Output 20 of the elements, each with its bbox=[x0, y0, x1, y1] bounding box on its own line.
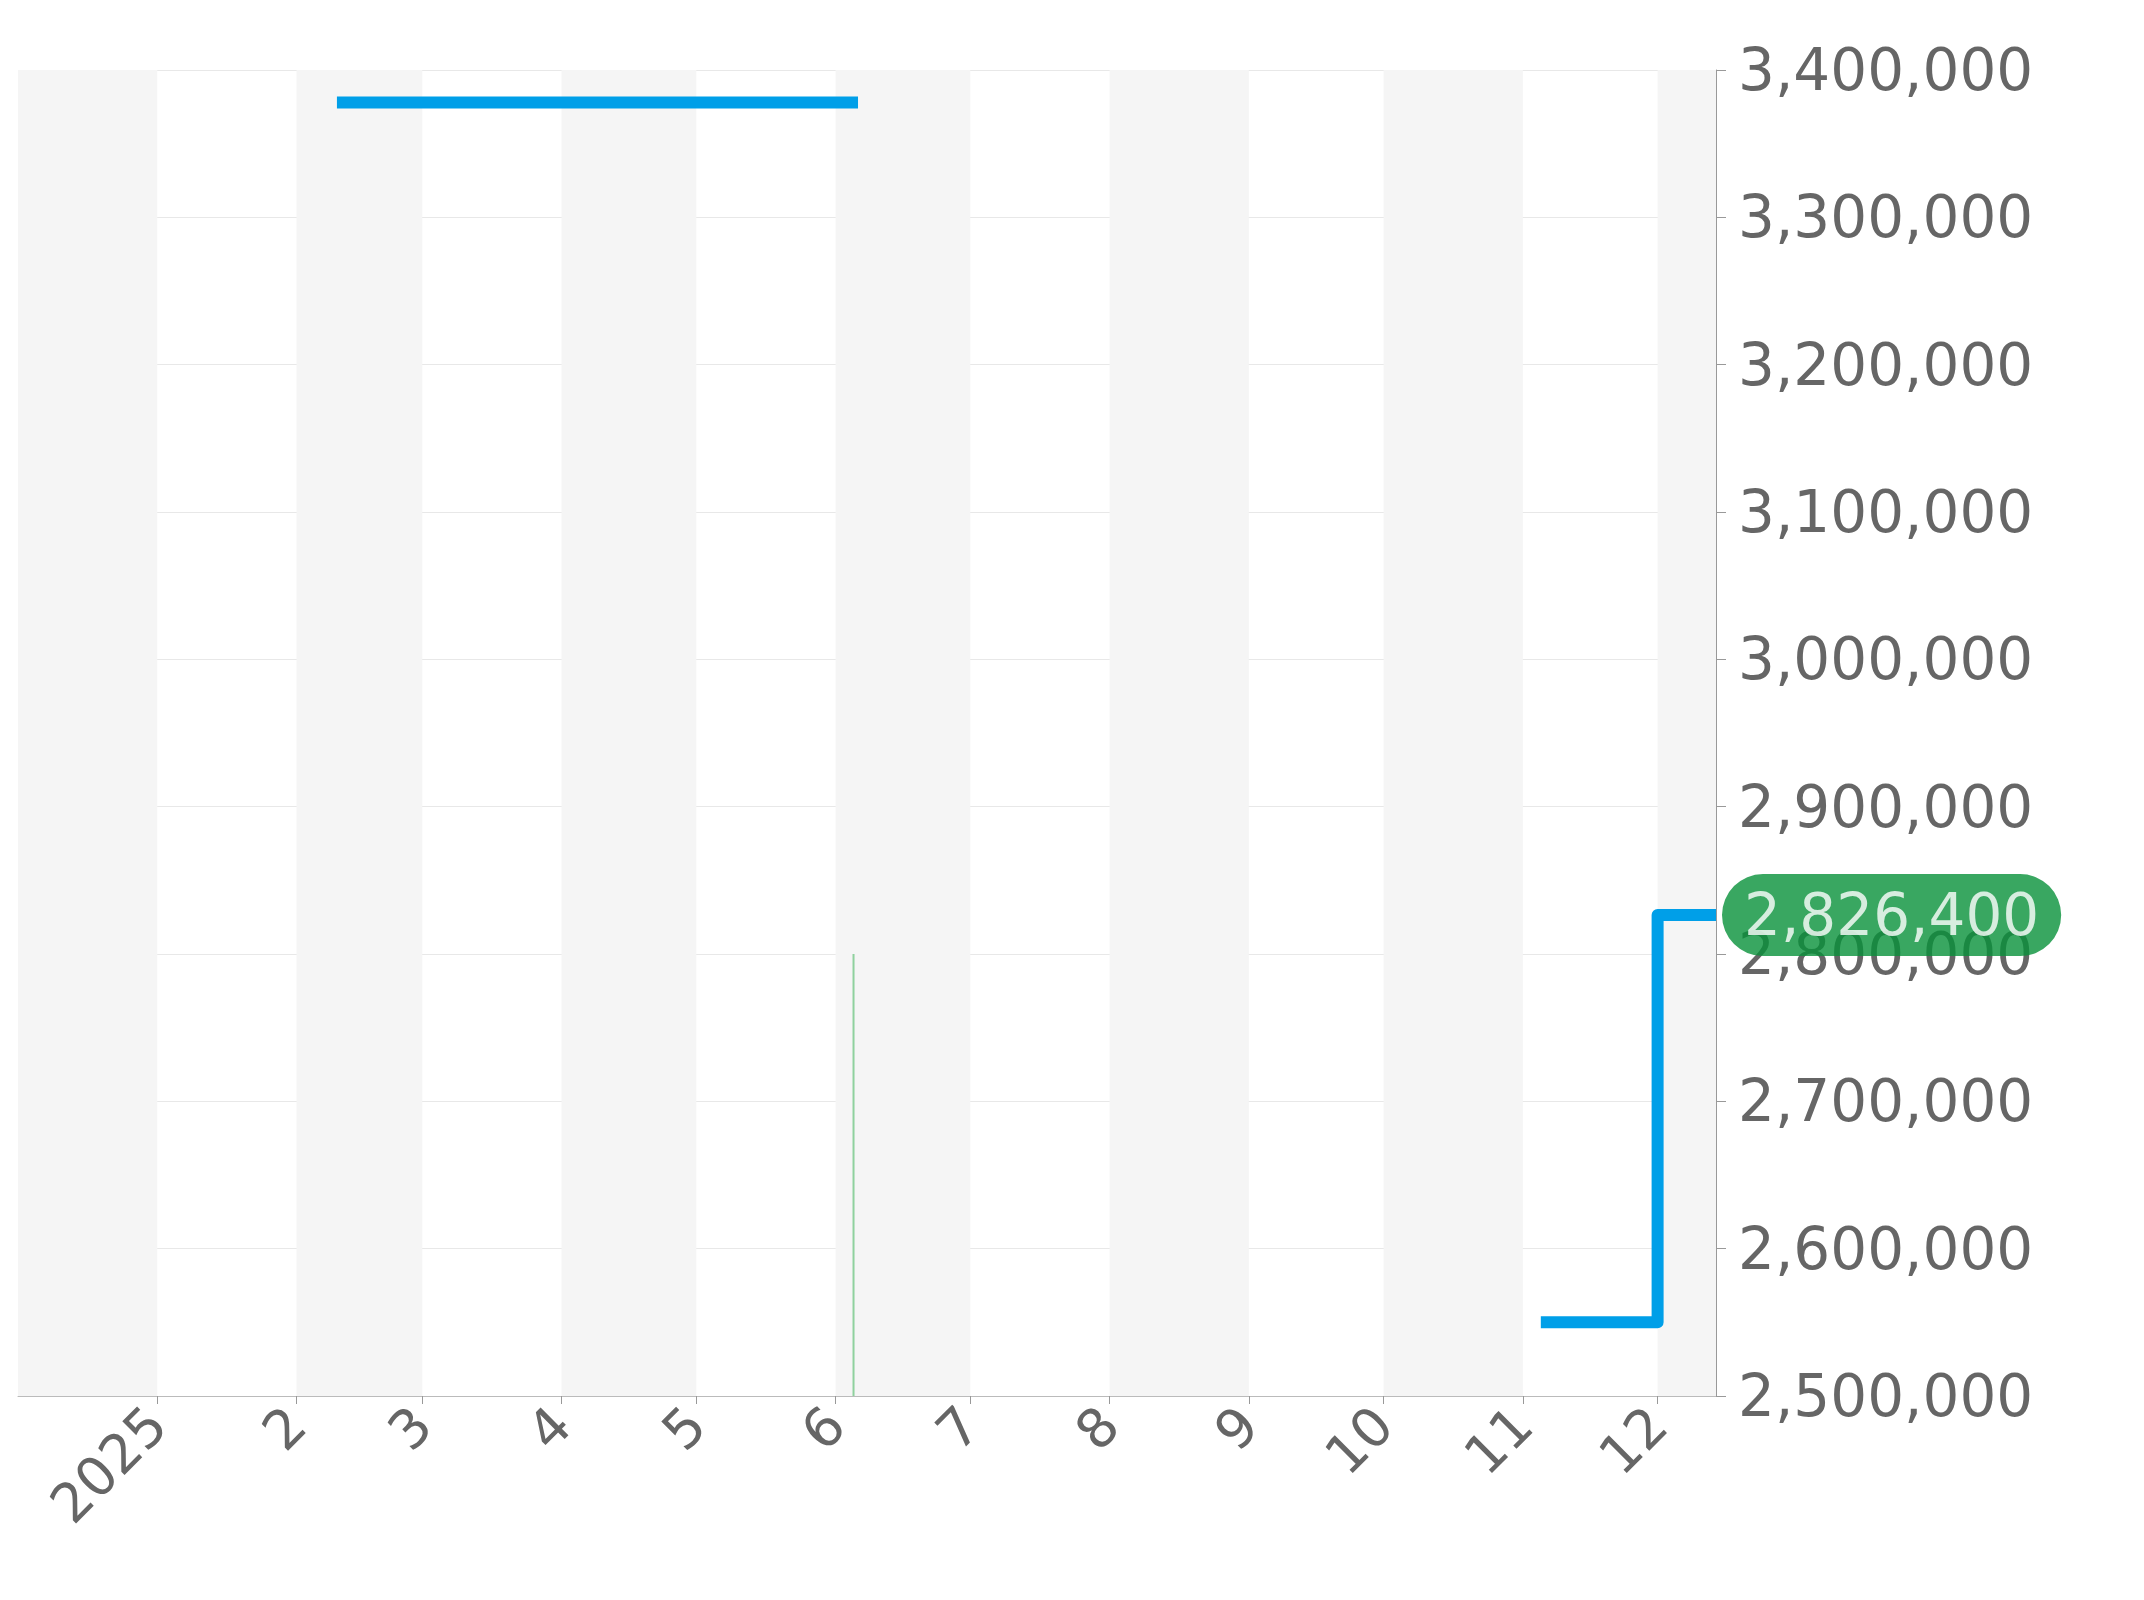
x-tick-label: 6 bbox=[788, 1393, 858, 1463]
x-tick-label: 10 bbox=[1312, 1393, 1406, 1487]
y-tick-label: 3,000,000 bbox=[1738, 625, 2034, 694]
y-tick-label: 2,900,000 bbox=[1738, 772, 2034, 841]
x-tick-label: 9 bbox=[1202, 1393, 1272, 1463]
y-tick-label: 3,200,000 bbox=[1738, 330, 2034, 399]
y-tick-label: 2,500,000 bbox=[1738, 1362, 2034, 1430]
y-tick-label: 3,400,000 bbox=[1738, 36, 2034, 104]
x-tick-label: 4 bbox=[514, 1393, 584, 1463]
y-tick-label: 3,300,000 bbox=[1738, 183, 2034, 252]
x-tick-label: 3 bbox=[375, 1393, 445, 1463]
x-tick-label: 8 bbox=[1063, 1393, 1132, 1463]
x-tick-label: 7 bbox=[923, 1393, 993, 1463]
y-tick-label: 2,700,000 bbox=[1738, 1067, 2034, 1136]
x-tick-label: 11 bbox=[1451, 1393, 1546, 1487]
x-tick-label: 12 bbox=[1586, 1393, 1680, 1487]
x-tick-label: 5 bbox=[649, 1393, 719, 1463]
y-tick-label: 3,100,000 bbox=[1738, 478, 2034, 546]
x-tick-label: 2 bbox=[249, 1393, 319, 1463]
y-tick-label: 2,600,000 bbox=[1738, 1214, 2034, 1283]
